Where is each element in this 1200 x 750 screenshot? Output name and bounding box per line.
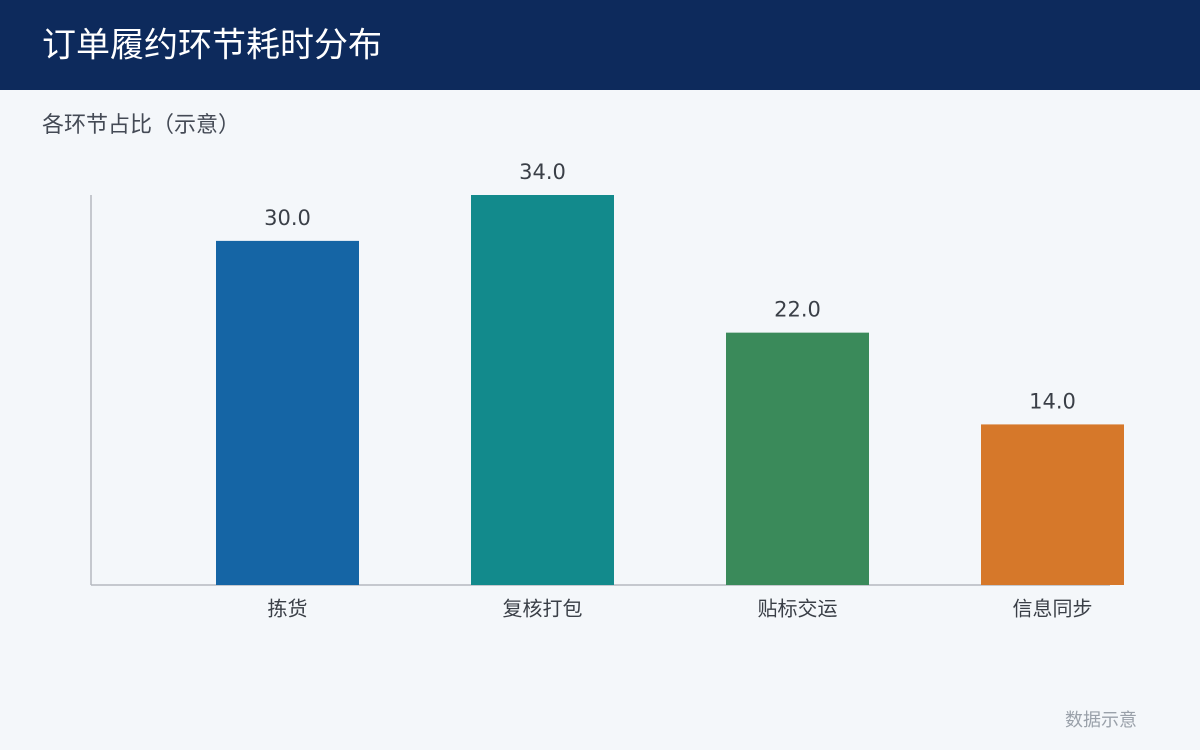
footnote: 数据示意 [1065, 710, 1137, 731]
x-tick-label: 贴标交运 [758, 597, 838, 621]
chart-subtitle: 各环节占比（示意） [42, 113, 240, 138]
header-bar [0, 0, 1200, 90]
bar [216, 240, 359, 585]
value-label: 22.0 [774, 298, 821, 322]
x-tick-label: 信息同步 [1013, 597, 1093, 621]
x-tick-label: 复核打包 [503, 597, 583, 621]
chart-title: 订单履约环节耗时分布 [42, 26, 382, 66]
bar [471, 195, 614, 585]
x-tick-label: 拣货 [268, 597, 308, 621]
value-label: 14.0 [1029, 389, 1076, 413]
bar [726, 332, 869, 585]
bar [981, 424, 1124, 585]
value-label: 30.0 [264, 206, 311, 230]
value-label: 34.0 [519, 160, 566, 184]
